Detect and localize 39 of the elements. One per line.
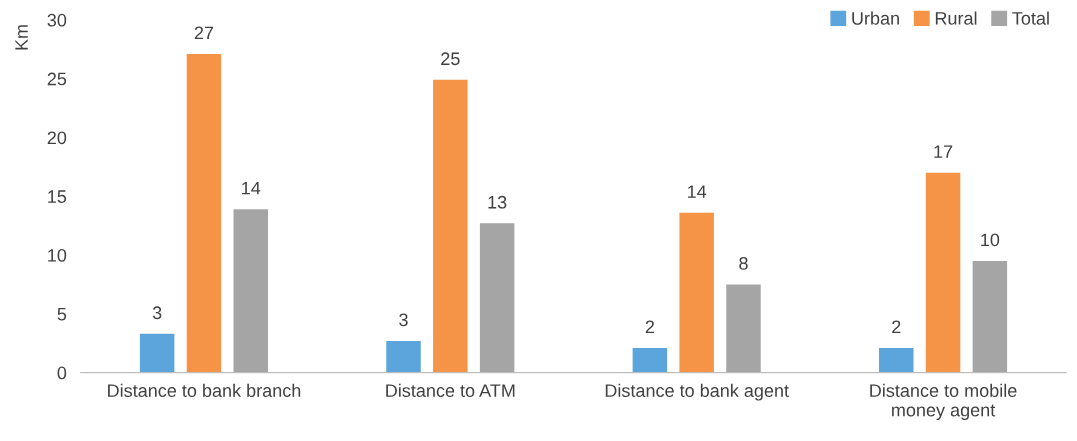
bar <box>233 209 269 373</box>
data-label: 3 <box>399 313 408 327</box>
bar <box>925 172 961 373</box>
bar <box>972 260 1008 373</box>
legend-label: Total <box>1012 11 1049 25</box>
bar <box>726 284 761 373</box>
y-tick-label: 5 <box>57 307 67 321</box>
data-label: 17 <box>934 145 953 158</box>
data-label: 13 <box>488 195 507 209</box>
data-label: 27 <box>194 26 214 40</box>
bar <box>433 79 468 373</box>
x-tick-label: Distance to ATM <box>386 383 515 398</box>
data-label: 25 <box>441 52 460 66</box>
y-axis-title: Km <box>15 25 28 50</box>
bar <box>878 347 914 373</box>
legend-label: Urban <box>852 11 899 25</box>
x-tick-label: Distance to bank branch <box>108 383 301 398</box>
data-label: 3 <box>152 306 162 320</box>
bar <box>139 333 175 373</box>
y-tick-label: 25 <box>47 72 67 86</box>
legend-label: Rural <box>935 11 977 25</box>
y-tick-label: 10 <box>48 248 67 262</box>
data-label: 14 <box>242 181 261 195</box>
bar <box>186 53 222 373</box>
y-tick-label: 30 <box>47 13 67 27</box>
y-tick-label: 15 <box>48 190 67 203</box>
data-label: 14 <box>688 185 707 198</box>
x-tick-label: Distance to mobile money agent <box>870 383 1017 421</box>
data-label: 2 <box>645 320 654 334</box>
x-tick-label: Distance to bank agent <box>605 383 789 401</box>
bar <box>632 347 668 373</box>
data-label: 8 <box>739 256 748 270</box>
data-label: 10 <box>981 233 1000 247</box>
bar <box>679 212 714 373</box>
bar <box>386 340 421 373</box>
y-tick-label: 0 <box>57 366 67 380</box>
y-tick-label: 20 <box>47 131 67 145</box>
data-label: 2 <box>892 320 901 334</box>
bar <box>479 223 515 373</box>
